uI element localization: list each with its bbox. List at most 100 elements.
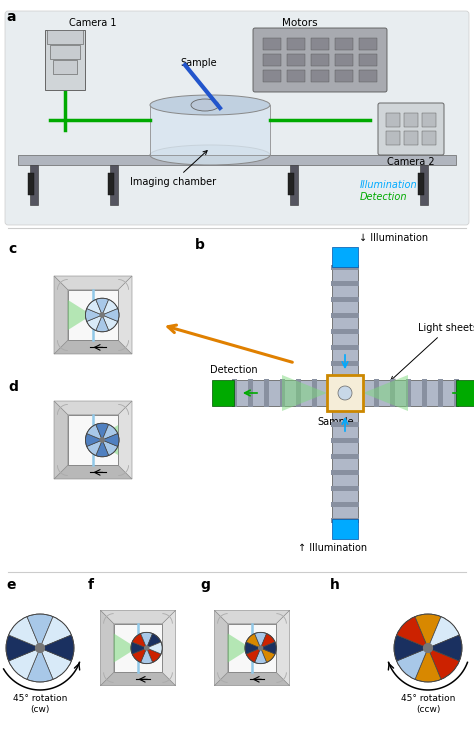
Wedge shape [146,642,162,654]
Bar [68,290,118,340]
Wedge shape [141,632,153,648]
Text: Imaging chamber: Imaging chamber [130,150,216,187]
Bar [332,247,358,267]
Wedge shape [246,634,261,648]
Wedge shape [415,648,441,682]
Circle shape [338,386,352,400]
Text: 45° rotation
(ccw): 45° rotation (ccw) [401,694,455,714]
Wedge shape [131,642,146,654]
Polygon shape [214,610,228,685]
Bar [311,70,329,82]
Bar [263,38,281,50]
Bar [263,70,281,82]
Bar [406,379,411,407]
Text: c: c [8,242,16,256]
Bar [332,406,358,521]
Text: Camera 1: Camera 1 [69,18,117,28]
Wedge shape [96,298,109,315]
Wedge shape [132,648,146,662]
FancyBboxPatch shape [253,28,387,92]
Bar [248,379,253,407]
Wedge shape [146,648,161,662]
Wedge shape [96,423,109,440]
Bar [311,54,329,66]
Bar [438,379,443,407]
Bar [108,173,114,195]
Wedge shape [102,440,118,456]
Bar [328,379,333,407]
Circle shape [100,313,104,317]
Bar [68,415,118,465]
Bar [331,281,359,286]
Wedge shape [27,648,53,682]
Bar [232,380,332,406]
Bar [28,173,34,195]
Polygon shape [94,425,118,455]
Wedge shape [87,440,102,456]
Text: Motors: Motors [282,18,318,28]
Bar [454,379,459,407]
Bar [288,173,294,195]
Bar [359,38,377,50]
Wedge shape [102,424,118,440]
Bar [287,54,305,66]
Bar [420,165,428,205]
Bar [331,345,359,350]
Bar [331,518,359,523]
Polygon shape [118,276,132,354]
Wedge shape [255,632,266,648]
Bar [53,60,77,74]
Polygon shape [363,375,408,411]
Ellipse shape [150,145,270,165]
Bar [50,45,80,59]
FancyBboxPatch shape [378,103,444,155]
Text: ↑ Illumination: ↑ Illumination [299,543,367,553]
Text: f: f [88,578,94,592]
Bar [110,165,118,205]
Bar [263,54,281,66]
Polygon shape [214,610,290,623]
Wedge shape [102,309,119,321]
Text: 45° rotation
(cw): 45° rotation (cw) [13,694,67,714]
Wedge shape [85,309,102,321]
Bar [358,380,458,406]
Bar [232,379,237,407]
Polygon shape [54,276,132,290]
Bar [331,265,359,270]
Bar [114,623,163,672]
Wedge shape [146,634,161,648]
Wedge shape [415,614,441,648]
Wedge shape [246,648,261,662]
Bar [359,70,377,82]
Wedge shape [261,642,276,654]
Bar [331,470,359,475]
Wedge shape [261,648,275,662]
Polygon shape [54,465,132,479]
Wedge shape [261,634,275,648]
Wedge shape [40,617,72,648]
Text: Light sheets: Light sheets [391,323,474,380]
Bar [331,297,359,302]
Polygon shape [228,634,251,663]
Bar [212,380,234,406]
Bar [422,113,436,127]
Text: b: b [195,238,205,252]
Wedge shape [102,434,119,447]
Bar [312,379,317,407]
Wedge shape [40,648,72,680]
Bar [418,173,424,195]
Bar [290,165,298,205]
Wedge shape [397,617,428,648]
Bar [331,377,359,382]
Wedge shape [96,315,109,332]
Bar [331,313,359,318]
Wedge shape [394,635,428,661]
Wedge shape [9,617,40,648]
Bar [150,105,270,155]
Bar [331,502,359,507]
Wedge shape [27,614,53,648]
Bar [287,38,305,50]
Wedge shape [397,648,428,680]
Text: Illumination: Illumination [360,180,418,190]
Bar [386,113,400,127]
